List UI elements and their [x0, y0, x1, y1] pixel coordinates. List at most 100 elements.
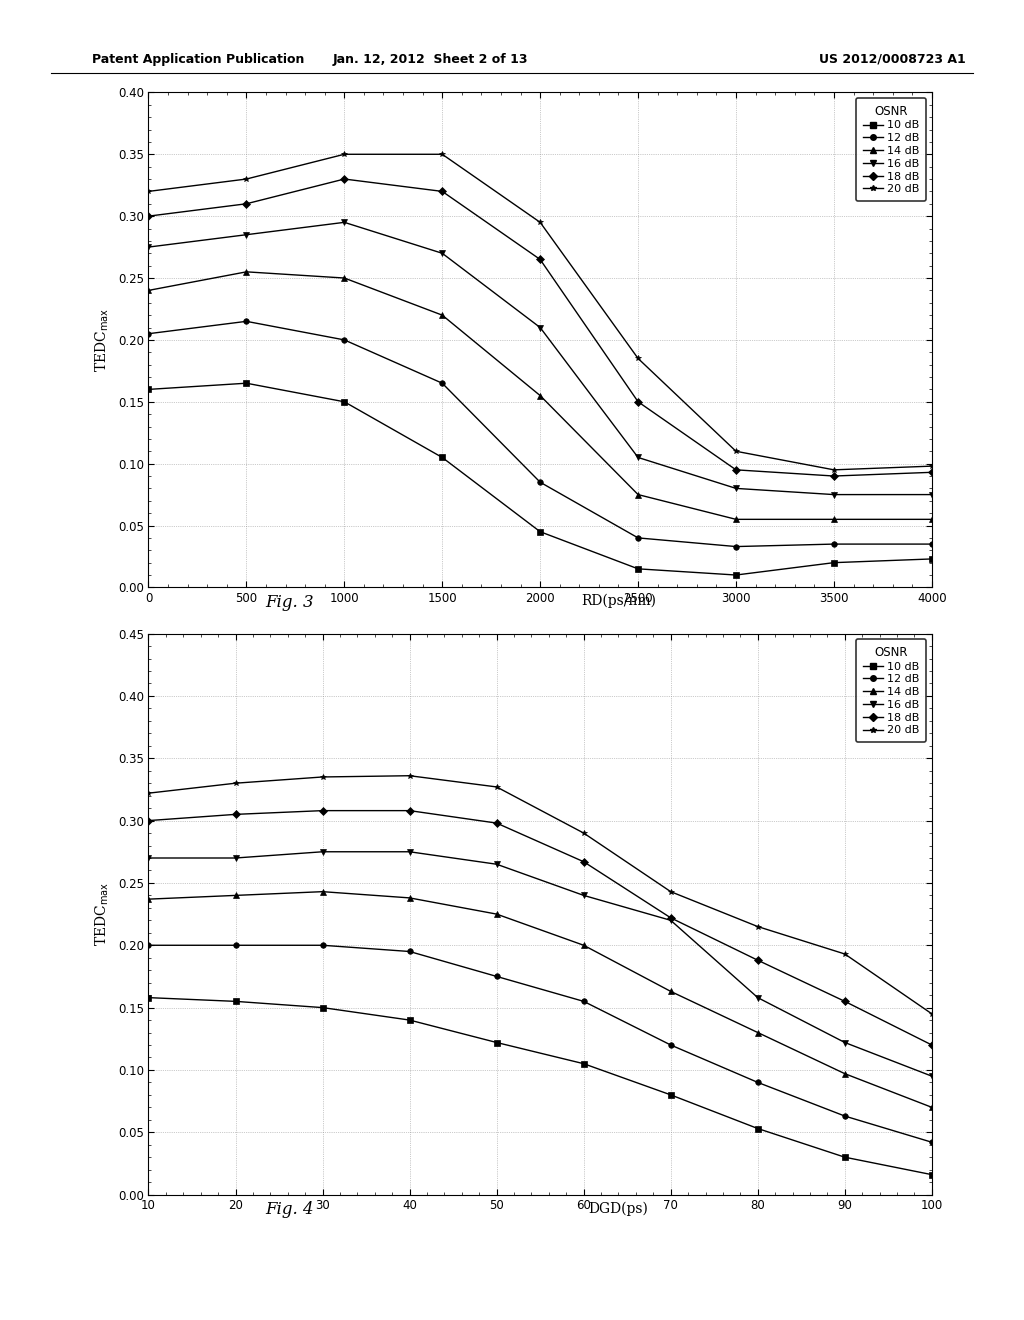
- 12 dB: [535, 474, 547, 490]
- 10 dB: [142, 381, 155, 397]
- 10 dB: [241, 375, 253, 391]
- 20 dB: [578, 825, 590, 841]
- 16 dB: [241, 227, 253, 243]
- Text: Patent Application Publication: Patent Application Publication: [92, 53, 304, 66]
- 16 dB: [338, 214, 350, 230]
- 12 dB: [142, 937, 155, 953]
- 16 dB: [839, 1035, 851, 1051]
- 16 dB: [827, 487, 840, 503]
- Text: DGD(ps): DGD(ps): [589, 1201, 648, 1216]
- Text: Fig. 3: Fig. 3: [265, 594, 313, 611]
- 18 dB: [241, 195, 253, 211]
- 18 dB: [142, 209, 155, 224]
- 20 dB: [403, 768, 416, 784]
- Line: 10 dB: 10 dB: [145, 995, 935, 1177]
- 18 dB: [578, 854, 590, 870]
- 12 dB: [229, 937, 242, 953]
- Line: 10 dB: 10 dB: [145, 380, 935, 578]
- 18 dB: [316, 803, 329, 818]
- 14 dB: [752, 1024, 764, 1040]
- 14 dB: [490, 906, 503, 921]
- 12 dB: [578, 994, 590, 1010]
- 20 dB: [926, 1006, 938, 1022]
- 14 dB: [403, 890, 416, 906]
- 12 dB: [926, 1134, 938, 1150]
- 12 dB: [403, 944, 416, 960]
- 10 dB: [403, 1012, 416, 1028]
- Line: 18 dB: 18 dB: [145, 177, 935, 479]
- 10 dB: [926, 550, 938, 566]
- 10 dB: [578, 1056, 590, 1072]
- 10 dB: [926, 1167, 938, 1183]
- 16 dB: [535, 319, 547, 335]
- 16 dB: [730, 480, 742, 496]
- 20 dB: [338, 147, 350, 162]
- 14 dB: [827, 511, 840, 527]
- 20 dB: [535, 214, 547, 230]
- Line: 20 dB: 20 dB: [145, 152, 935, 473]
- 14 dB: [316, 884, 329, 900]
- 12 dB: [839, 1109, 851, 1125]
- Text: RD(ps/nm): RD(ps/nm): [581, 594, 656, 609]
- 20 dB: [316, 770, 329, 785]
- 14 dB: [436, 308, 449, 323]
- 14 dB: [926, 511, 938, 527]
- 20 dB: [827, 462, 840, 478]
- 16 dB: [752, 990, 764, 1006]
- 18 dB: [839, 994, 851, 1010]
- 16 dB: [665, 912, 677, 928]
- 10 dB: [632, 561, 644, 577]
- 18 dB: [229, 807, 242, 822]
- 12 dB: [490, 969, 503, 985]
- 12 dB: [241, 313, 253, 329]
- 10 dB: [338, 393, 350, 409]
- 10 dB: [316, 999, 329, 1015]
- 16 dB: [926, 1068, 938, 1084]
- 10 dB: [229, 994, 242, 1010]
- 16 dB: [142, 850, 155, 866]
- 20 dB: [839, 946, 851, 962]
- 10 dB: [490, 1035, 503, 1051]
- 12 dB: [142, 326, 155, 342]
- Y-axis label: TEDC$_{\rm max}$: TEDC$_{\rm max}$: [94, 882, 112, 946]
- 20 dB: [241, 172, 253, 187]
- 14 dB: [229, 887, 242, 903]
- 12 dB: [338, 331, 350, 347]
- 20 dB: [632, 351, 644, 367]
- 16 dB: [632, 450, 644, 466]
- 18 dB: [490, 816, 503, 832]
- 12 dB: [316, 937, 329, 953]
- 12 dB: [436, 375, 449, 391]
- 20 dB: [229, 775, 242, 791]
- 10 dB: [752, 1121, 764, 1137]
- Line: 12 dB: 12 dB: [145, 942, 935, 1144]
- 12 dB: [752, 1074, 764, 1090]
- 12 dB: [926, 536, 938, 552]
- 10 dB: [827, 554, 840, 570]
- 16 dB: [436, 246, 449, 261]
- Line: 20 dB: 20 dB: [145, 774, 935, 1016]
- Text: US 2012/0008723 A1: US 2012/0008723 A1: [819, 53, 966, 66]
- 10 dB: [665, 1086, 677, 1102]
- 16 dB: [578, 887, 590, 903]
- 16 dB: [926, 487, 938, 503]
- 14 dB: [632, 487, 644, 503]
- Y-axis label: TEDC$_{\rm max}$: TEDC$_{\rm max}$: [94, 308, 112, 372]
- 18 dB: [926, 1038, 938, 1053]
- 20 dB: [752, 919, 764, 935]
- 16 dB: [490, 857, 503, 873]
- 18 dB: [752, 952, 764, 968]
- Text: Jan. 12, 2012  Sheet 2 of 13: Jan. 12, 2012 Sheet 2 of 13: [333, 53, 527, 66]
- 18 dB: [827, 469, 840, 484]
- 18 dB: [730, 462, 742, 478]
- 14 dB: [839, 1065, 851, 1081]
- 18 dB: [436, 183, 449, 199]
- 12 dB: [632, 529, 644, 546]
- 14 dB: [241, 264, 253, 280]
- Legend: 10 dB, 12 dB, 14 dB, 16 dB, 18 dB, 20 dB: 10 dB, 12 dB, 14 dB, 16 dB, 18 dB, 20 dB: [856, 98, 927, 201]
- 18 dB: [665, 909, 677, 925]
- 18 dB: [632, 393, 644, 409]
- 16 dB: [229, 850, 242, 866]
- Line: 12 dB: 12 dB: [145, 318, 935, 549]
- 20 dB: [665, 884, 677, 900]
